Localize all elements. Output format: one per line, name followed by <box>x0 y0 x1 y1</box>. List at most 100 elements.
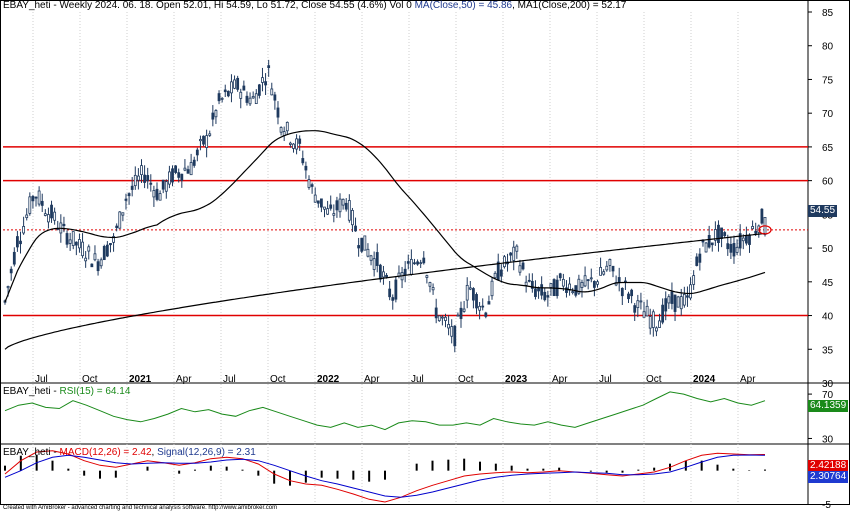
candle-body <box>124 198 128 201</box>
candle-body <box>369 255 373 261</box>
candle-body <box>102 245 106 261</box>
candle-body <box>189 162 193 176</box>
y-tick-label: 40 <box>822 312 834 323</box>
candle-body <box>195 149 199 156</box>
candle-body <box>65 233 69 245</box>
candle-body <box>583 275 587 287</box>
x-tick-label: Jul <box>35 374 48 385</box>
x-tick-label: 2022 <box>317 374 340 385</box>
ma50-label: MA(Close,50) = 45.86 <box>414 0 513 11</box>
x-tick-label: Apr <box>552 374 568 385</box>
rsi-label: RSI(15) = 64.14 <box>59 386 131 397</box>
candle-body <box>729 243 733 253</box>
x-tick-label: 2021 <box>129 374 152 385</box>
candle-body <box>90 263 94 268</box>
candle-body <box>276 107 280 118</box>
candle-body <box>754 230 758 234</box>
candle-body <box>447 324 450 329</box>
candle-body <box>602 271 606 275</box>
candle-body <box>12 251 16 265</box>
candle-body <box>611 265 615 272</box>
candle-body <box>586 279 590 282</box>
candle-body <box>431 287 435 291</box>
candle-body <box>592 280 596 288</box>
candle-body <box>168 171 171 185</box>
candle-body <box>493 272 497 279</box>
candle-body <box>121 212 125 216</box>
candle-body <box>416 261 419 265</box>
candle-body <box>332 213 336 216</box>
candle-body <box>558 273 562 279</box>
candle-body <box>74 241 78 246</box>
signal-line <box>4 454 766 498</box>
candle-body <box>223 89 227 93</box>
candle-body <box>251 96 255 99</box>
candle-body <box>118 211 122 229</box>
candle-body <box>499 269 503 277</box>
candle-body <box>692 275 696 285</box>
candle-body <box>217 93 221 102</box>
candle-body <box>323 206 326 210</box>
candle-body <box>512 246 516 261</box>
x-tick-label: Oct <box>458 374 474 385</box>
candle-body <box>62 223 66 227</box>
candle-body <box>354 225 357 232</box>
candle-body <box>608 259 612 266</box>
candle-body <box>16 236 19 248</box>
candle-body <box>180 173 184 181</box>
rsi-tick-label: 30 <box>822 434 834 445</box>
candle-body <box>143 174 146 183</box>
candle-body <box>109 243 112 246</box>
ma200-label: , MA1(Close,200) = 52.17 <box>512 0 627 11</box>
candle-body <box>37 190 41 205</box>
candle-body <box>459 307 463 319</box>
candle-body <box>413 262 416 265</box>
x-tick-label: 2024 <box>693 374 716 385</box>
candle-body <box>84 257 88 262</box>
candle-body <box>720 227 723 239</box>
candle-body <box>481 305 485 308</box>
candle-body <box>546 295 550 298</box>
candle-body <box>673 294 677 312</box>
candle-body <box>338 198 342 213</box>
macd-title-prefix: EBAY_heti - <box>3 447 60 458</box>
candle-body <box>320 198 323 208</box>
x-tick-label: Oct <box>646 374 662 385</box>
candle-body <box>521 262 525 270</box>
candle-body <box>357 245 361 249</box>
candle-body <box>605 265 609 271</box>
candle-body <box>406 261 410 264</box>
macd-sep: , <box>151 447 158 458</box>
candle-body <box>391 297 395 301</box>
candle-body <box>115 225 119 229</box>
candle-body <box>760 208 764 224</box>
candle-body <box>617 277 621 283</box>
candle-body <box>96 261 100 272</box>
candle-body <box>199 139 202 142</box>
candle-body <box>22 226 26 234</box>
candle-body <box>226 90 230 97</box>
candle-body <box>230 81 233 94</box>
candle-body <box>388 288 392 298</box>
candle-body <box>580 282 584 288</box>
candle-body <box>723 232 727 237</box>
x-tick-label: Apr <box>740 374 756 385</box>
candle-body <box>596 281 599 285</box>
signal-last-badge: 2.30764 <box>808 471 849 483</box>
candle-body <box>565 287 568 293</box>
candle-body <box>43 213 47 216</box>
candle-body <box>127 193 131 197</box>
candle-body <box>664 298 668 312</box>
candle-body <box>378 264 382 280</box>
candle-body <box>655 327 658 332</box>
candle-body <box>518 265 522 273</box>
candle-body <box>366 248 370 257</box>
candle-body <box>732 243 736 257</box>
candle-body <box>264 81 267 86</box>
candle-body <box>540 284 544 296</box>
candle-body <box>589 277 593 280</box>
candle-body <box>372 258 376 270</box>
candle-body <box>695 256 699 266</box>
candle-body <box>561 279 565 287</box>
